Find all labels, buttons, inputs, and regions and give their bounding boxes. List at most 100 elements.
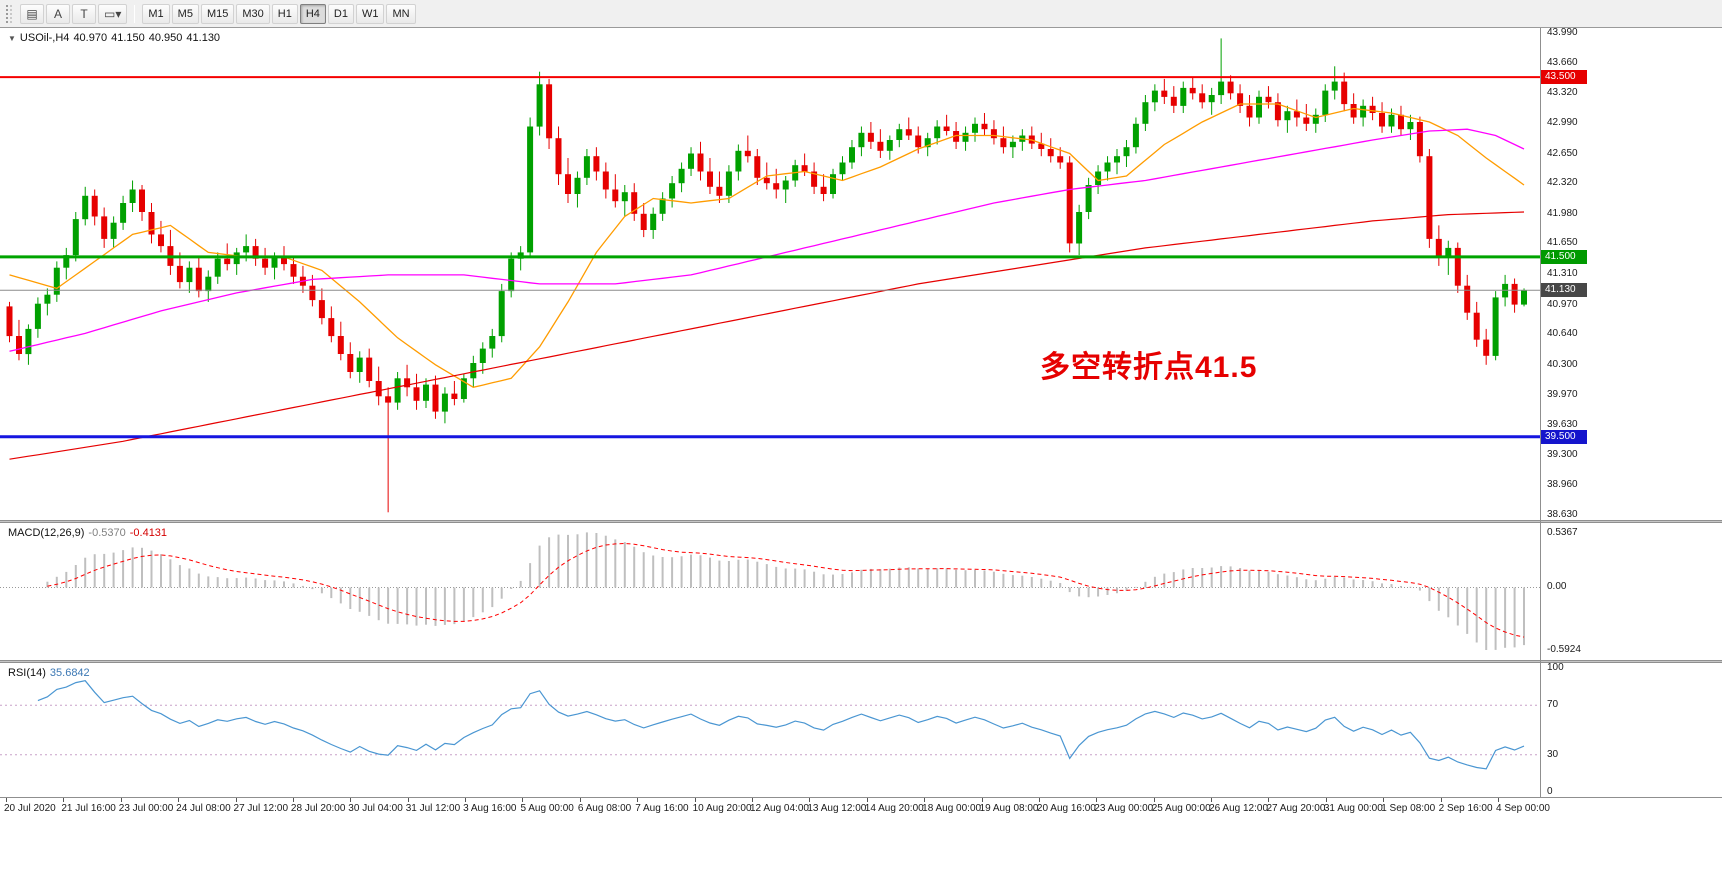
price-axis-label: 39.300 xyxy=(1547,448,1578,460)
date-tick xyxy=(292,798,294,802)
tool-button-group: ▤ A T ▭▾ xyxy=(20,3,128,24)
chart-mode-icon[interactable]: ▤ xyxy=(20,3,44,24)
date-axis-label: 21 Jul 16:00 xyxy=(61,803,116,814)
date-axis-label: 24 Jul 08:00 xyxy=(176,803,231,814)
macd-axis-label: 0.5367 xyxy=(1547,527,1578,538)
price-axis-label: 43.990 xyxy=(1547,27,1578,38)
date-axis-label: 2 Sep 16:00 xyxy=(1438,803,1493,814)
date-axis-label: 23 Aug 00:00 xyxy=(1094,803,1154,814)
price-tag-39.500: 39.500 xyxy=(1541,429,1587,444)
timeframe-button-w1[interactable]: W1 xyxy=(355,3,385,24)
date-axis-label: 13 Aug 12:00 xyxy=(807,803,867,814)
date-axis-label: 6 Aug 08:00 xyxy=(577,803,632,814)
shapes-tool-icon[interactable]: ▭▾ xyxy=(98,3,128,24)
date-tick xyxy=(637,798,639,802)
date-axis-label: 27 Jul 12:00 xyxy=(233,803,289,814)
timeframe-button-m1[interactable]: M1 xyxy=(142,3,170,24)
date-axis-line xyxy=(0,797,1722,798)
macd-axis-label: -0.5924 xyxy=(1547,644,1581,655)
price-axis-label: 40.640 xyxy=(1547,328,1578,340)
price-axis-label: 42.990 xyxy=(1547,116,1578,128)
timeframe-button-h1[interactable]: H1 xyxy=(271,3,298,24)
date-axis-label: 1 Sep 08:00 xyxy=(1381,803,1436,814)
date-axis-label: 3 Aug 16:00 xyxy=(463,803,517,814)
panel-separator[interactable] xyxy=(0,520,1722,523)
rsi-panel-canvas[interactable] xyxy=(0,663,1540,797)
price-axis-label: 41.310 xyxy=(1547,268,1578,279)
top-toolbar: ▤ A T ▭▾ M1 M5 M15 M30 H1 H4 D1 W1 MN xyxy=(0,0,1722,28)
price-axis-label: 41.980 xyxy=(1547,207,1578,219)
date-tick xyxy=(809,798,811,802)
date-axis[interactable]: 20 Jul 2020 21 Jul 16:00 23 Jul 00:00 24 Ju… xyxy=(0,798,1722,819)
date-tick xyxy=(924,798,926,802)
date-axis-label: 23 Jul 00:00 xyxy=(118,803,174,814)
date-axis-label: 5 Aug 00:00 xyxy=(520,803,574,814)
arrow-tool-icon[interactable]: A xyxy=(46,3,70,24)
date-tick xyxy=(752,798,753,802)
main-chart-canvas[interactable] xyxy=(0,28,1540,520)
price-axis-label: 43.320 xyxy=(1547,87,1578,99)
price-scale-border xyxy=(1540,28,1541,797)
date-tick xyxy=(350,798,352,802)
panel-separator[interactable] xyxy=(0,660,1722,663)
date-axis-label: 14 Aug 20:00 xyxy=(864,803,924,814)
price-axis-label: 41.650 xyxy=(1547,237,1578,249)
date-axis-label: 30 Jul 04:00 xyxy=(348,803,403,814)
date-tick xyxy=(1325,798,1327,802)
price-axis-label: 39.970 xyxy=(1547,388,1578,400)
date-tick xyxy=(407,798,409,802)
rsi-axis-label: 30 xyxy=(1547,748,1559,760)
price-axis-label: 42.650 xyxy=(1547,147,1578,159)
timeframe-button-group: M1 M5 M15 M30 H1 H4 D1 W1 MN xyxy=(142,3,416,24)
date-tick xyxy=(178,798,180,802)
timeframe-button-m5[interactable]: M5 xyxy=(171,3,199,24)
date-tick xyxy=(981,798,983,802)
toolbar-separator xyxy=(134,4,136,23)
timeframe-button-mn[interactable]: MN xyxy=(386,3,416,24)
text-tool-icon[interactable]: T xyxy=(72,3,96,24)
date-tick xyxy=(235,798,237,802)
date-axis-label: 7 Aug 16:00 xyxy=(635,803,689,814)
date-axis-label: 10 Aug 20:00 xyxy=(692,803,752,814)
date-tick xyxy=(1153,798,1155,802)
price-tag-41.500: 41.500 xyxy=(1541,249,1587,264)
price-axis-label: 42.320 xyxy=(1547,177,1578,189)
price-tag-41.130: 41.130 xyxy=(1541,283,1587,298)
date-axis-label: 20 Jul 2020 xyxy=(4,803,56,814)
date-tick xyxy=(1268,798,1270,802)
timeframe-button-m15[interactable]: M15 xyxy=(200,3,235,24)
price-axis-label: 38.960 xyxy=(1547,479,1578,491)
timeframe-button-d1[interactable]: D1 xyxy=(327,3,354,24)
rsi-axis-label: 70 xyxy=(1547,699,1559,711)
price-axis-label: 40.300 xyxy=(1547,358,1578,370)
date-axis-label: 31 Aug 00:00 xyxy=(1323,803,1383,814)
price-tag-43.500: 43.500 xyxy=(1541,70,1587,85)
macd-panel-canvas[interactable] xyxy=(0,523,1540,660)
date-axis-label: 4 Sep 00:00 xyxy=(1496,803,1550,814)
date-tick xyxy=(1440,798,1442,802)
date-axis-label: 27 Aug 20:00 xyxy=(1266,803,1326,814)
date-tick xyxy=(866,798,868,802)
date-axis-label: 26 Aug 12:00 xyxy=(1209,803,1269,814)
date-tick xyxy=(522,798,524,802)
chart-annotation-text[interactable]: 多空转折点41.5 xyxy=(1040,351,1258,384)
price-axis-label: 40.970 xyxy=(1547,298,1578,310)
date-axis-label: 19 Aug 08:00 xyxy=(979,803,1039,814)
date-tick xyxy=(1038,798,1040,802)
date-tick xyxy=(1383,798,1385,802)
timeframe-button-h4[interactable]: H4 xyxy=(299,3,326,24)
price-axis-label: 38.630 xyxy=(1547,509,1578,520)
rsi-axis-label: 100 xyxy=(1547,662,1564,673)
date-tick xyxy=(694,798,696,802)
date-axis-label: 18 Aug 00:00 xyxy=(922,803,982,814)
toolbar-grip[interactable] xyxy=(6,4,12,23)
price-scale[interactable]: 43.990 43.660 43.320 42.990 42.650 42.320 41.9… xyxy=(1541,0,1722,819)
date-tick xyxy=(1498,798,1499,802)
price-axis-label: 39.630 xyxy=(1547,419,1578,431)
date-tick xyxy=(1211,798,1213,802)
date-tick xyxy=(120,798,122,802)
date-axis-label: 20 Aug 16:00 xyxy=(1036,803,1096,814)
price-axis-label: 43.660 xyxy=(1547,56,1578,68)
date-axis-label: 25 Aug 00:00 xyxy=(1151,803,1211,814)
timeframe-button-m30[interactable]: M30 xyxy=(236,3,270,24)
